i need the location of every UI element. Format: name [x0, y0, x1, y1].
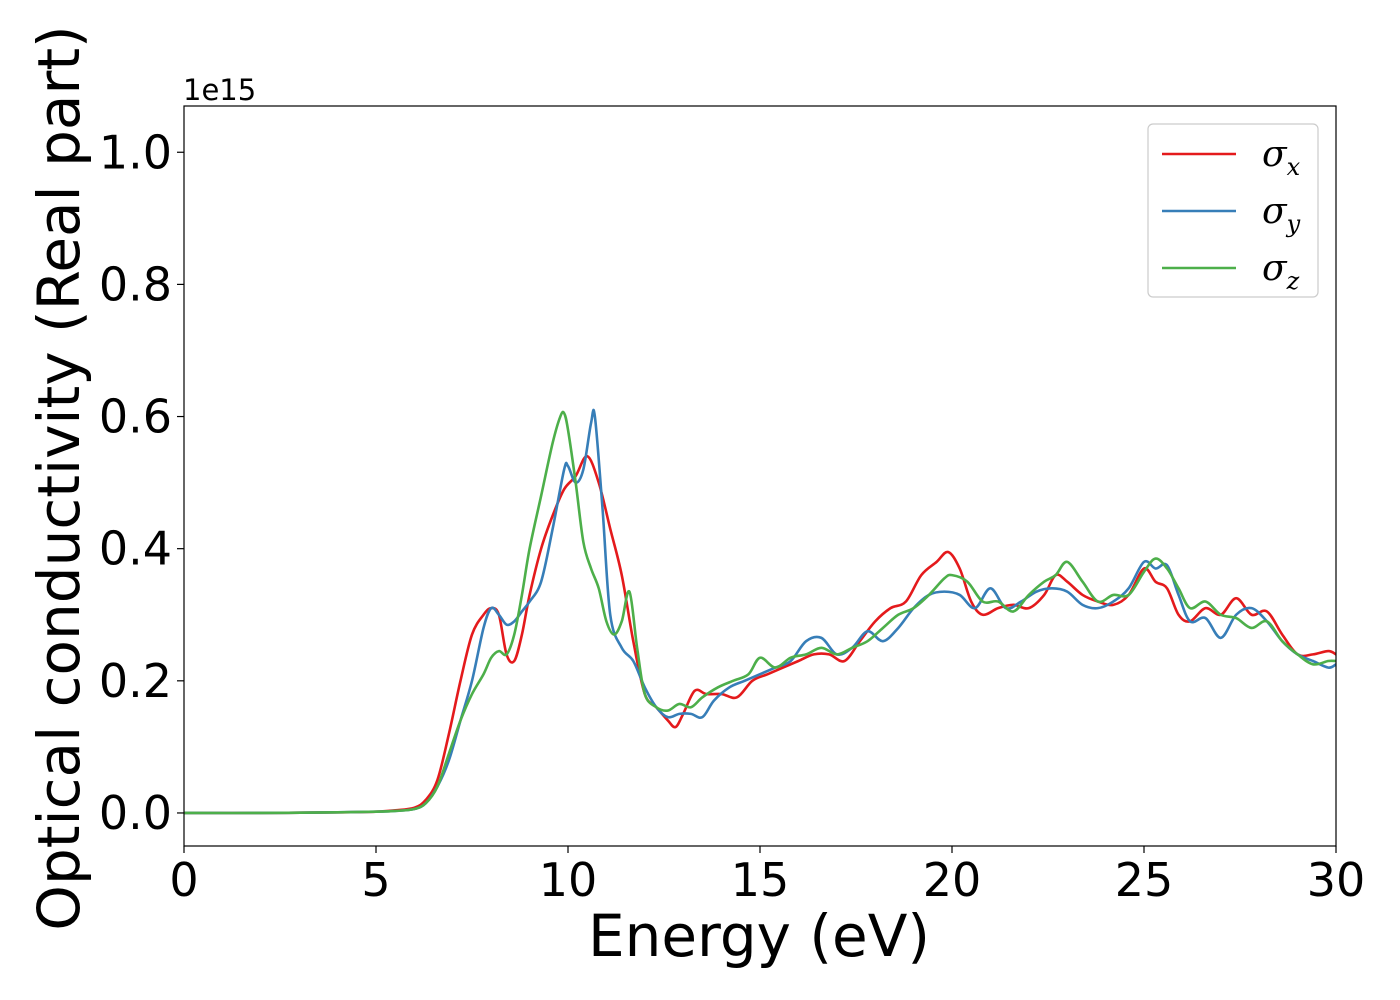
x-axis-ticks: 0 5 10 15 20 25 30	[169, 846, 1365, 907]
x-tick-label: 25	[1115, 853, 1174, 907]
y-axis-title: Optical conductivity (Real part)	[25, 25, 93, 930]
series-line-z	[183, 410, 1337, 815]
legend-label-y: σy	[1262, 191, 1301, 238]
series-line-x	[183, 454, 1337, 815]
y-tick-label: 0.0	[99, 786, 172, 840]
series-line-y	[183, 408, 1337, 815]
x-tick-label: 10	[539, 853, 598, 907]
y-axis-ticks: 0.0 0.2 0.4 0.6 0.8 1.0	[99, 125, 184, 840]
y-tick-label: 0.2	[99, 654, 172, 708]
y-tick-label: 0.6	[99, 390, 172, 444]
legend: σx σy σz	[1147, 123, 1319, 298]
x-tick-label: 20	[923, 853, 982, 907]
x-axis-title: Energy (eV)	[588, 902, 930, 970]
series-lines	[183, 408, 1337, 815]
y-axis-offset-label: 1e15	[183, 73, 256, 107]
x-tick-label: 5	[361, 853, 390, 907]
legend-label-z: σz	[1262, 248, 1300, 295]
x-tick-label: 15	[731, 853, 790, 907]
x-tick-label: 30	[1307, 853, 1366, 907]
y-tick-label: 0.4	[99, 522, 172, 576]
legend-label-x: σx	[1262, 134, 1301, 181]
x-tick-label: 0	[169, 853, 198, 907]
y-tick-label: 0.8	[99, 257, 172, 311]
y-tick-label: 1.0	[99, 125, 172, 179]
